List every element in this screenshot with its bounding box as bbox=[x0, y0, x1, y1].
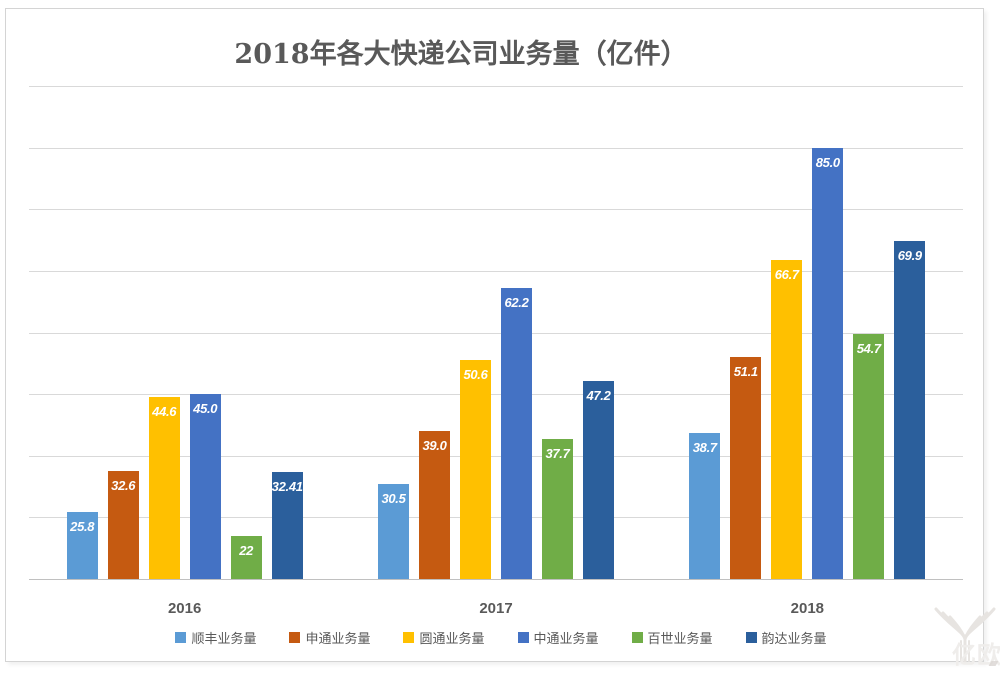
bar-value-label: 47.2 bbox=[586, 387, 611, 403]
legend-swatch-icon bbox=[289, 632, 301, 643]
legend-swatch-icon bbox=[745, 632, 757, 643]
legend-label: 韵达业务量 bbox=[761, 631, 827, 646]
legend-swatch-icon bbox=[175, 632, 187, 643]
gridline bbox=[29, 270, 963, 272]
bar-value-label: 62.2 bbox=[504, 295, 529, 311]
gridline bbox=[29, 455, 963, 457]
chart-bar: 25.8 bbox=[66, 512, 98, 579]
category-label: 2016 bbox=[167, 600, 202, 617]
chart-bar: 51.1 bbox=[730, 356, 762, 579]
legend-item: 韵达业务量 bbox=[745, 628, 827, 647]
legend-item: 顺丰业务量 bbox=[175, 628, 256, 647]
gridline bbox=[29, 209, 963, 211]
legend-item: 百世业务量 bbox=[631, 628, 713, 647]
bar-value-label: 69.9 bbox=[897, 247, 922, 263]
gridline bbox=[29, 394, 963, 396]
chart-bar: 30.5 bbox=[378, 483, 409, 579]
chart-bar: 54.7 bbox=[853, 334, 885, 579]
bar-value-label: 85.0 bbox=[815, 154, 840, 170]
bar-value-label: 44.6 bbox=[152, 403, 177, 419]
legend-item: 申通业务量 bbox=[289, 628, 370, 647]
bar-value-label: 32.6 bbox=[111, 477, 136, 493]
bar-value-label: 54.7 bbox=[856, 341, 881, 357]
legend-label: 申通业务量 bbox=[305, 631, 371, 646]
gridline bbox=[29, 332, 963, 334]
chart-bar: 69.9 bbox=[894, 240, 926, 579]
bar-value-label: 45.0 bbox=[193, 401, 218, 417]
chart-bar: 47.2 bbox=[583, 380, 614, 579]
chart-bar: 37.7 bbox=[542, 439, 573, 579]
bar-value-label: 25.8 bbox=[70, 519, 95, 535]
watermark-logo-icon bbox=[934, 607, 996, 665]
chart-bar: 38.7 bbox=[689, 432, 721, 579]
legend-swatch-icon bbox=[631, 632, 643, 643]
chart-bar: 50.6 bbox=[460, 359, 491, 579]
x-axis-line bbox=[29, 579, 963, 580]
chart-bar: 85.0 bbox=[812, 147, 844, 579]
legend-label: 圆通业务量 bbox=[419, 631, 485, 646]
gridline bbox=[29, 147, 963, 149]
bar-value-label: 37.7 bbox=[545, 446, 570, 462]
legend-label: 百世业务量 bbox=[647, 631, 713, 646]
legend-swatch-icon bbox=[403, 632, 415, 643]
legend-label: 中通业务量 bbox=[533, 631, 599, 646]
bar-value-label: 66.7 bbox=[774, 267, 799, 283]
bar-value-label: 30.5 bbox=[381, 490, 406, 506]
chart-bar: 66.7 bbox=[771, 260, 803, 579]
chart-frame: 2018年各大快递公司业务量（亿件） 25.8 32.6 44.6 45.0 22 32.… bbox=[5, 8, 1000, 669]
legend-label: 顺丰业务量 bbox=[191, 631, 257, 646]
legend-item: 中通业务量 bbox=[517, 628, 599, 647]
bar-value-label: 22 bbox=[239, 542, 254, 558]
chart-bar: 45.0 bbox=[189, 394, 221, 579]
chart-bar: 39.0 bbox=[419, 431, 450, 579]
category-label: 2017 bbox=[479, 600, 513, 617]
chart-bar: 44.6 bbox=[148, 396, 180, 579]
bar-value-label: 50.6 bbox=[463, 366, 488, 382]
legend-item: 圆通业务量 bbox=[403, 628, 485, 647]
bar-value-label: 39.0 bbox=[422, 438, 447, 454]
chart-bar: 62.2 bbox=[501, 288, 532, 579]
legend: 顺丰业务量 申通业务量 圆通业务量 中通业务量 百世业务量 韵达业务量 bbox=[34, 628, 968, 647]
gridline bbox=[29, 86, 963, 87]
bar-value-label: 51.1 bbox=[733, 363, 758, 379]
chart-bar: 32.6 bbox=[107, 470, 139, 579]
chart-title: 2018年各大快递公司业务量（亿件） bbox=[234, 39, 688, 70]
gridline bbox=[29, 517, 963, 519]
bar-value-label: 38.7 bbox=[692, 439, 717, 455]
watermark: 亿欧 bbox=[932, 605, 1000, 669]
chart-bar: 22 bbox=[230, 535, 262, 579]
chart-bar: 32.41 bbox=[271, 471, 303, 579]
category-label: 2018 bbox=[790, 600, 825, 617]
legend-swatch-icon bbox=[517, 632, 529, 643]
bar-value-label: 32.41 bbox=[271, 478, 303, 494]
